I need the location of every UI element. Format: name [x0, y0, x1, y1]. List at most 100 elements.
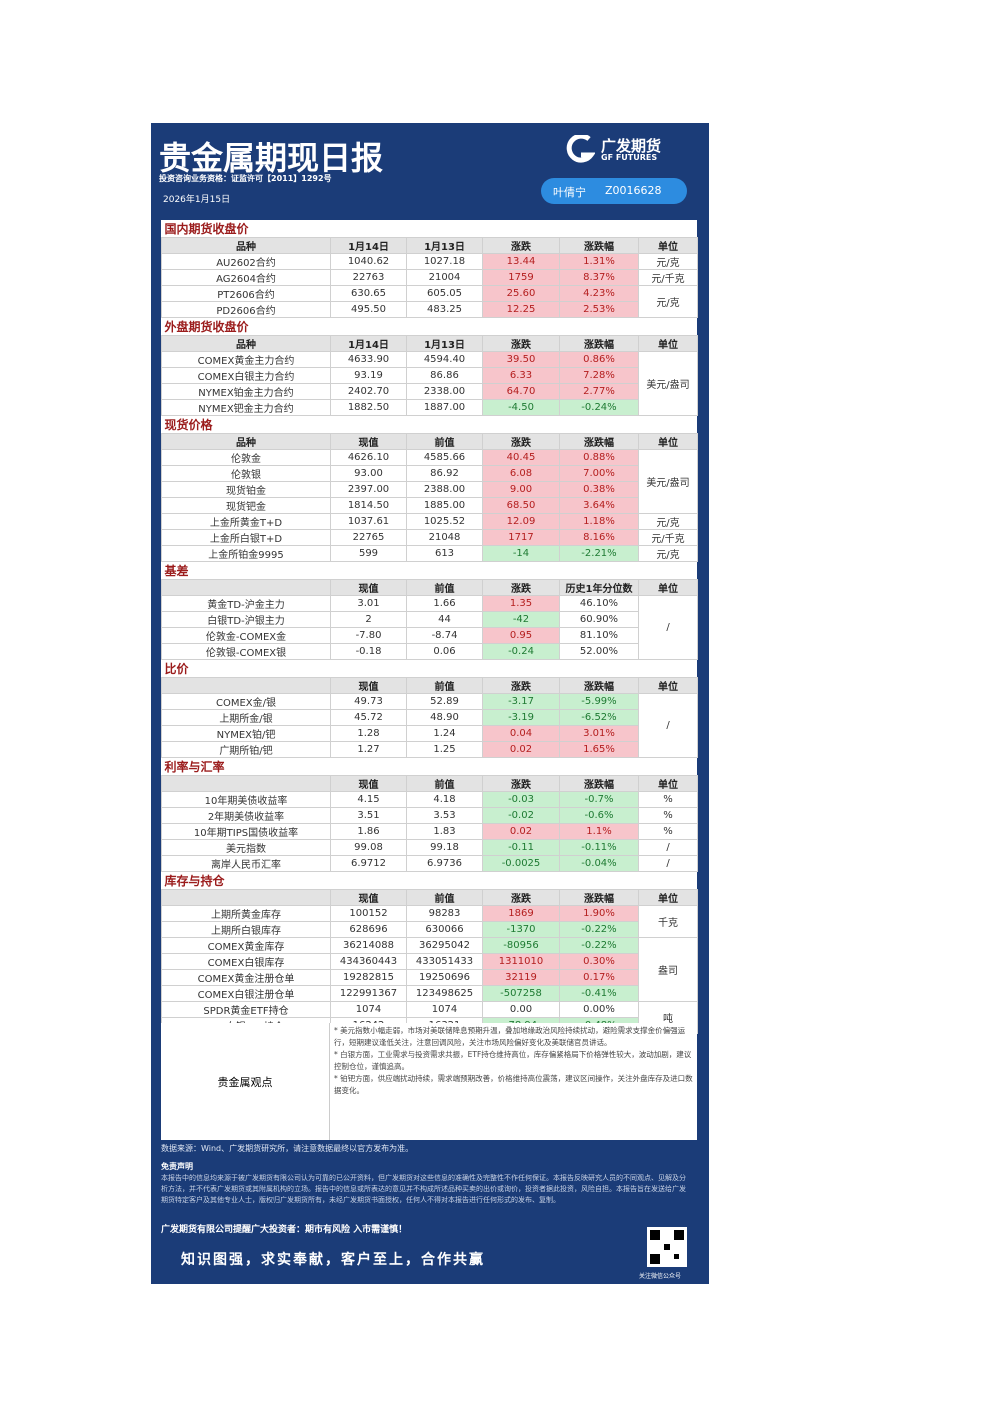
section-title: 利率与汇率 — [164, 760, 225, 774]
header-row: 现值 前值 涨跌 历史1年分位数 单位 — [161, 579, 699, 596]
cell: 1.86 — [330, 823, 407, 840]
cell: 12.25 — [482, 301, 560, 318]
cell: 0.02 — [482, 741, 560, 758]
section-title-row: 国内期货收盘价 — [162, 220, 698, 238]
disclaimer: 本报告中的信息均来源于被广发期货有限公司认为可靠的已公开资料，但广发期货对这些信… — [161, 1174, 686, 1204]
header-row: 品种 现值 前值 涨跌 涨跌幅 单位 — [161, 433, 699, 450]
item-name: AU2602合约 — [161, 253, 331, 270]
item-name: 黄金TD-沪金主力 — [161, 595, 331, 612]
data-row: COMEX黄金注册仓单 19282815 19250696 32119 0.17% — [161, 969, 698, 986]
section-table: 基差 现值 前值 涨跌 历史1年分位数 单位 黄金TD-沪金主力 3.01 1.66 1.35 46… — [161, 562, 699, 660]
column-header: 现值 — [330, 677, 407, 694]
cell: 60.90% — [559, 611, 639, 628]
cell: 613 — [406, 545, 483, 562]
item-name: 10年期美债收益率 — [161, 791, 331, 808]
column-header: 涨跌 — [482, 579, 560, 596]
data-row: 上金所铂金9995 599 613 -14 -2.21% 元/克 — [161, 545, 699, 562]
section-table: 现货价格 品种 现值 前值 涨跌 涨跌幅 单位 伦敦金 4626.10 4585.66 40.45 0… — [161, 416, 699, 562]
cell: 0.95 — [482, 627, 560, 644]
cell: 22765 — [330, 529, 407, 546]
cell: -0.18 — [330, 643, 407, 660]
section-title-row: 利率与汇率 — [162, 758, 698, 776]
cell: 2402.70 — [330, 383, 407, 400]
data-row: 上期所黄金库存 100152 98283 1869 1.90% 千克 — [161, 905, 699, 938]
item-name: NYMEX钯金主力合约 — [161, 399, 331, 416]
column-header: 涨跌幅 — [559, 677, 639, 694]
column-header: 涨跌幅 — [559, 335, 639, 352]
section-title: 库存与持仓 — [164, 874, 225, 888]
cell: 6.33 — [482, 367, 560, 384]
cell: -0.0025 — [482, 855, 560, 872]
cell: -0.22% — [559, 921, 639, 938]
cell: 32119 — [482, 969, 560, 986]
cell: 0.00% — [559, 1001, 639, 1018]
cell: 36214088 — [330, 937, 407, 954]
unit: 元/克 — [637, 513, 699, 530]
cell: 44 — [406, 611, 483, 628]
cell: 0.02 — [482, 823, 560, 840]
cell: 2338.00 — [406, 383, 483, 400]
item-name: AG2604合约 — [161, 269, 331, 286]
cell: 1074 — [406, 1001, 483, 1018]
header-row: 现值 前值 涨跌 涨跌幅 单位 — [161, 677, 699, 694]
cell: 1.28 — [330, 725, 407, 742]
cell: 3.64% — [559, 497, 639, 514]
data-row: NYMEX铂/钯 1.28 1.24 0.04 3.01% — [161, 725, 698, 742]
column-header: 现值 — [330, 579, 407, 596]
column-header: 品种 — [161, 335, 331, 352]
column-header: 单位 — [637, 579, 699, 596]
column-header: 涨跌幅 — [559, 889, 639, 906]
cell: 4.18 — [406, 791, 483, 808]
column-header: 1月13日 — [406, 237, 483, 254]
cell: 99.08 — [330, 839, 407, 856]
cell: 81.10% — [559, 627, 639, 644]
cell: -42 — [482, 611, 560, 628]
cell: 433051433 — [406, 953, 483, 970]
cell: 1027.18 — [406, 253, 483, 270]
section-table: 比价 现值 前值 涨跌 涨跌幅 单位 COMEX金/银 49.73 52.89 -3.17 -5.9… — [161, 660, 699, 758]
item-name: 伦敦金 — [161, 449, 331, 466]
cell: 86.92 — [406, 465, 483, 482]
item-name: 10年期TIPS国债收益率 — [161, 823, 331, 840]
cell: 3.53 — [406, 807, 483, 824]
disclaimer-title: 免责声明 — [161, 1162, 193, 1171]
tables: 国内期货收盘价 品种 1月14日 1月13日 涨跌 涨跌幅 单位 AU2602合约 1040.6… — [161, 220, 699, 1034]
cell: 6.9736 — [406, 855, 483, 872]
item-name: 上金所黄金T+D — [161, 513, 331, 530]
cell: 2 — [330, 611, 407, 628]
cell: 8.37% — [559, 269, 639, 286]
data-row: PD2606合约 495.50 483.25 12.25 2.53% — [161, 301, 698, 318]
data-row: 现货钯金 1814.50 1885.00 68.50 3.64% — [161, 497, 698, 514]
item-name: 上金所铂金9995 — [161, 545, 331, 562]
column-header: 前值 — [406, 579, 483, 596]
item-name: COMEX白银库存 — [161, 953, 331, 970]
data-row: 伦敦金-COMEX金 -7.80 -8.74 0.95 81.10% — [161, 627, 698, 644]
unit: 美元/盎司 — [637, 351, 699, 416]
data-row: COMEX白银注册仓单 122991367 123498625 -507258 -0.4… — [161, 985, 698, 1002]
cell: -507258 — [482, 985, 560, 1002]
unit: 千克 — [637, 905, 699, 938]
cell: -0.24 — [482, 643, 560, 660]
cell: 7.00% — [559, 465, 639, 482]
column-header: 历史1年分位数 — [559, 579, 639, 596]
item-name: COMEX黄金库存 — [161, 937, 331, 954]
cell: 2397.00 — [330, 481, 407, 498]
column-header: 现值 — [330, 889, 407, 906]
qr-code — [647, 1227, 687, 1267]
data-row: 白银TD-沪银主力 2 44 -42 60.90% — [161, 611, 698, 628]
item-name: COMEX黄金主力合约 — [161, 351, 331, 368]
column-header: 单位 — [637, 433, 699, 450]
cell: -3.17 — [482, 693, 560, 710]
cell: 1869 — [482, 905, 560, 922]
cell: 1.25 — [406, 741, 483, 758]
cell: -0.24% — [559, 399, 639, 416]
cell: 9.00 — [482, 481, 560, 498]
data-row: NYMEX钯金主力合约 1882.50 1887.00 -4.50 -0.24% — [161, 399, 698, 416]
cell: 1074 — [330, 1001, 407, 1018]
cell: 2.77% — [559, 383, 639, 400]
unit: 元/克 — [637, 285, 699, 318]
cell: 64.70 — [482, 383, 560, 400]
unit: 元/克 — [637, 253, 699, 270]
cell: 52.00% — [559, 643, 639, 660]
header-row: 品种 1月14日 1月13日 涨跌 涨跌幅 单位 — [161, 335, 699, 352]
